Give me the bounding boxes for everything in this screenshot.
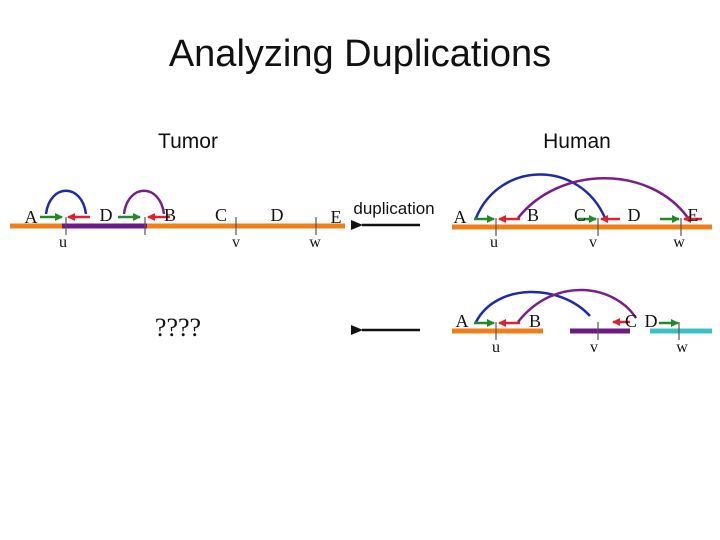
- tumor-segment-label: D: [271, 205, 284, 225]
- tumor-adjacency-label: u: [59, 234, 67, 251]
- human-top-segment-label: A: [454, 207, 467, 227]
- human-top-segment-label: C: [574, 205, 586, 225]
- tumor-adjacency-label: v: [232, 234, 240, 251]
- human-bottom-adjacency-label: u: [492, 339, 500, 356]
- tumor-segment-label: B: [164, 205, 176, 225]
- human-top-arc-purple: [517, 177, 690, 219]
- tumor-header: Tumor: [158, 130, 218, 153]
- tumor-segment-label: A: [25, 207, 38, 227]
- unknown-result: ????: [155, 313, 201, 342]
- human-top-adjacency-label: u: [490, 234, 498, 251]
- human-bottom-adjacency-label: v: [590, 339, 598, 356]
- human-top-segment-label: B: [527, 205, 539, 225]
- human-top-adjacency-label: v: [589, 234, 597, 251]
- human-top-arc-blue: [474, 173, 607, 219]
- human-bottom-segment-label: B: [529, 311, 541, 331]
- tumor-genome: A D B C D E u v w: [10, 189, 345, 251]
- human-bottom-segment-label: A: [456, 311, 469, 331]
- human-genome-top: A B C D E u v w: [452, 173, 712, 251]
- human-bottom-arc-blue: [474, 290, 591, 323]
- human-top-adjacency-label: w: [673, 234, 685, 251]
- human-genome-bottom: A B C D u v w: [452, 288, 712, 356]
- tumor-arc-blue: [44, 189, 88, 215]
- tumor-segment-label: D: [100, 205, 113, 225]
- human-top-segment-label: D: [628, 205, 641, 225]
- tumor-arc-purple: [122, 189, 166, 215]
- human-bottom-adjacency-label: w: [676, 339, 688, 356]
- human-top-segment-label: E: [688, 205, 699, 225]
- human-header: Human: [543, 130, 611, 153]
- slide-title: Analyzing Duplications: [169, 33, 551, 75]
- human-bottom-arc-purple: [517, 288, 638, 323]
- tumor-segment-label: C: [215, 205, 227, 225]
- human-bottom-segment-label: C: [625, 311, 637, 331]
- duplication-label: duplication: [353, 199, 434, 218]
- human-bottom-segment-label: D: [645, 311, 658, 331]
- tumor-segment-label: E: [331, 207, 342, 227]
- tumor-adjacency-label: w: [309, 234, 321, 251]
